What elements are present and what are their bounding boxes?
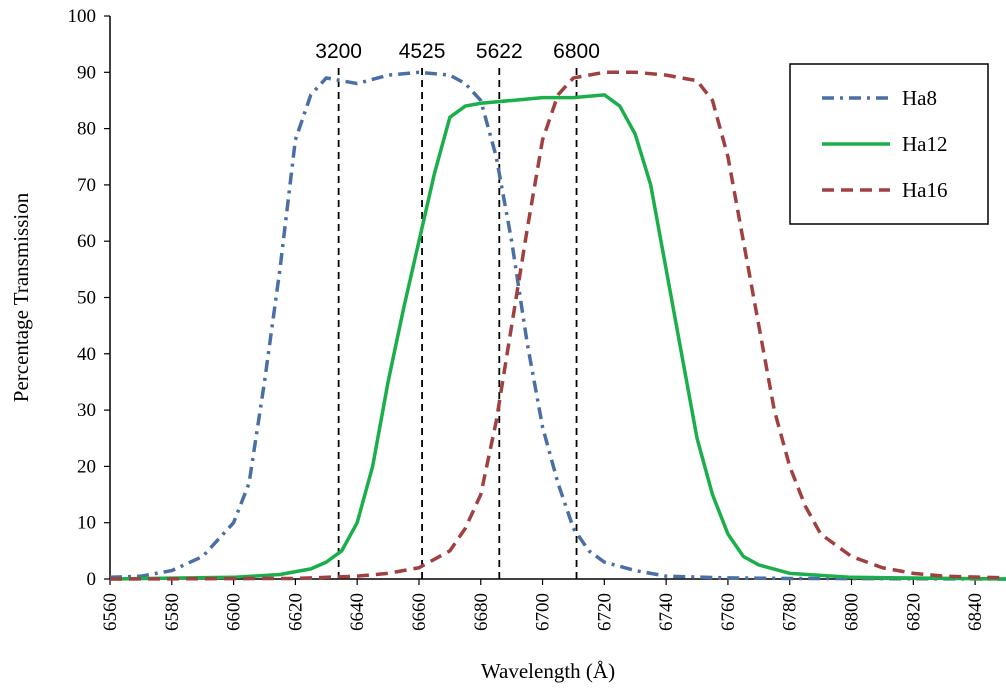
- x-tick-label: 6840: [965, 593, 986, 631]
- y-tick-label: 60: [77, 231, 96, 252]
- y-tick-label: 0: [87, 569, 97, 590]
- legend-label-ha16: Ha16: [902, 178, 948, 202]
- x-tick-label: 6660: [409, 593, 430, 631]
- x-tick-label: 6780: [780, 593, 801, 631]
- y-tick-label: 80: [77, 119, 96, 140]
- y-tick-label: 50: [77, 288, 96, 309]
- x-tick-label: 6580: [162, 593, 183, 631]
- y-tick-label: 100: [68, 6, 97, 27]
- vertical-line-label: 6800: [553, 40, 600, 63]
- y-tick-label: 30: [77, 400, 96, 421]
- vertical-line-label: 4525: [399, 40, 446, 63]
- x-tick-label: 6820: [903, 593, 924, 631]
- x-tick-label: 6760: [718, 593, 739, 631]
- x-tick-label: 6600: [224, 593, 245, 631]
- x-tick-label: 6740: [656, 593, 677, 631]
- y-axis-title: Percentage Transmission: [9, 192, 33, 402]
- series-line-ha16: [109, 70, 1006, 581]
- x-tick-label: 6800: [842, 593, 863, 631]
- y-tick-label: 10: [77, 513, 96, 534]
- vertical-line-label: 3200: [315, 40, 362, 63]
- x-tick-label: 6560: [100, 593, 121, 631]
- legend-label-ha8: Ha8: [902, 86, 937, 110]
- y-tick-label: 70: [77, 175, 96, 196]
- x-tick-label: 6680: [471, 593, 492, 631]
- series-line-ha8: [109, 70, 1006, 581]
- y-tick-label: 20: [77, 456, 96, 477]
- legend-label-ha12: Ha12: [902, 132, 948, 156]
- series-line-ha12: [109, 93, 1006, 581]
- y-tick-label: 40: [77, 344, 96, 365]
- x-tick-label: 6700: [533, 593, 554, 631]
- y-tick-label: 90: [77, 62, 96, 83]
- vertical-line-label: 5622: [476, 40, 523, 63]
- x-tick-label: 6640: [347, 593, 368, 631]
- x-tick-label: 6720: [594, 593, 615, 631]
- x-axis-title: Wavelength (Å): [481, 659, 615, 683]
- x-tick-label: 6620: [285, 593, 306, 631]
